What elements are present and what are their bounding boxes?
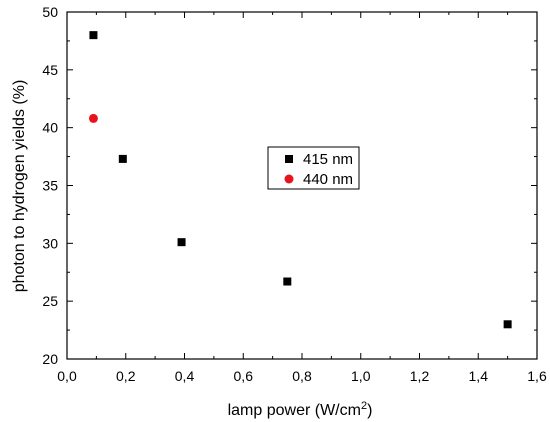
x-axis-title: lamp power (W/cm2) bbox=[228, 400, 373, 419]
x-tick-label: 1,2 bbox=[410, 368, 430, 384]
x-tick-label: 1,0 bbox=[351, 368, 371, 384]
y-tick-label: 30 bbox=[42, 235, 58, 251]
y-tick-label: 50 bbox=[42, 4, 58, 20]
data-point-440-nm bbox=[88, 113, 98, 123]
legend-label-415nm: 415 nm bbox=[303, 151, 353, 168]
data-point-415-nm bbox=[503, 320, 512, 329]
x-tick-label: 1,6 bbox=[527, 368, 547, 384]
y-tick-label: 40 bbox=[42, 120, 58, 136]
legend-box bbox=[267, 146, 360, 190]
x-tick-label: 0,6 bbox=[234, 368, 254, 384]
legend: 415 nm 440 nm bbox=[267, 146, 360, 190]
data-marks bbox=[88, 31, 512, 329]
legend-label-440nm: 440 nm bbox=[303, 171, 353, 188]
y-tick-label: 20 bbox=[42, 351, 58, 367]
x-tick-label: 0,0 bbox=[57, 368, 77, 384]
x-tick-label: 0,8 bbox=[292, 368, 312, 384]
y-axis-ticks: 20 25 30 35 40 45 50 bbox=[42, 4, 537, 367]
data-point-415-nm bbox=[283, 277, 292, 286]
x-tick-label: 0,2 bbox=[116, 368, 136, 384]
x-tick-label: 0,4 bbox=[175, 368, 195, 384]
legend-marker-440nm bbox=[284, 174, 294, 184]
y-tick-label: 45 bbox=[42, 62, 58, 78]
y-tick-label: 25 bbox=[42, 293, 58, 309]
legend-marker-415nm bbox=[285, 155, 293, 163]
data-point-415-nm bbox=[118, 154, 127, 163]
data-point-415-nm bbox=[89, 31, 98, 40]
y-axis-title: photon to hydrogen yields (%) bbox=[11, 80, 28, 293]
data-point-415-nm bbox=[177, 238, 186, 247]
x-tick-label: 1,4 bbox=[469, 368, 489, 384]
x-axis-ticks: 0,0 0,2 0,4 0,6 0,8 1,0 1,2 1,4 1,6 bbox=[57, 12, 547, 384]
y-tick-label: 35 bbox=[42, 178, 58, 194]
